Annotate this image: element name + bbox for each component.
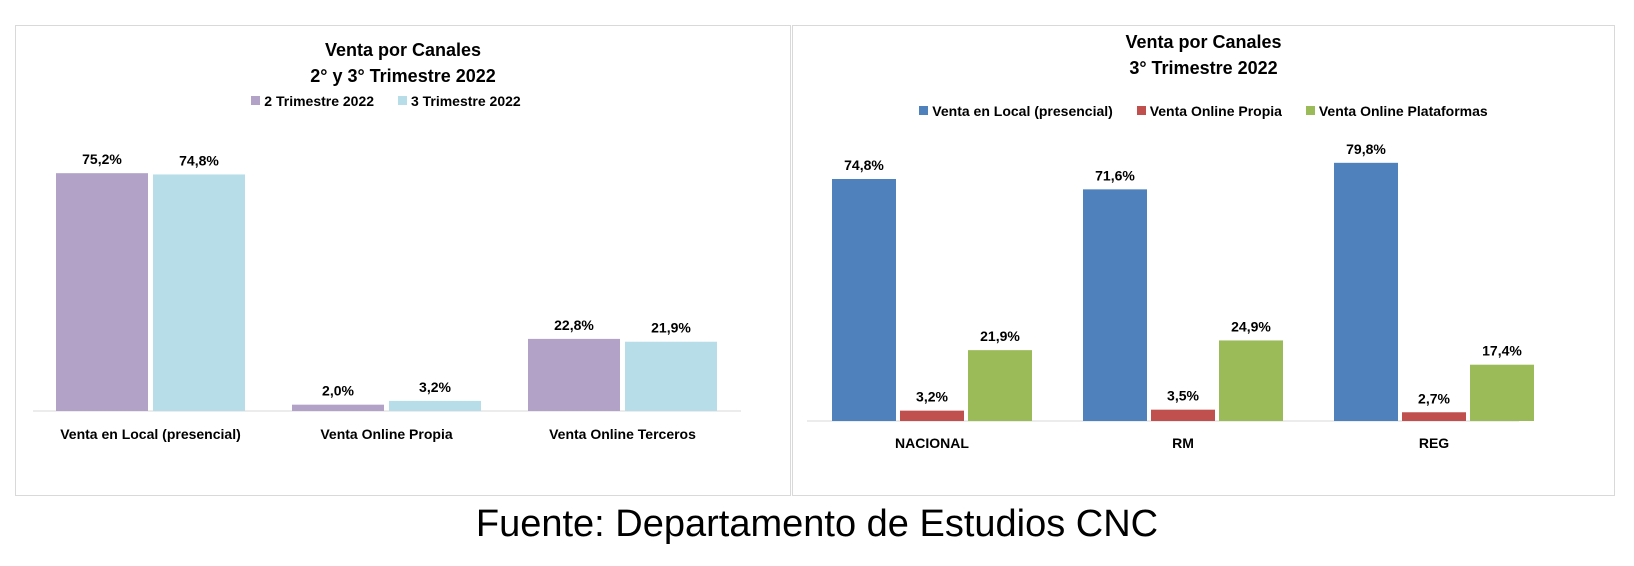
chart-panel-left: Venta por Canales 2° y 3° Trimestre 2022… bbox=[15, 25, 791, 496]
legend-swatch bbox=[1305, 106, 1315, 115]
bar bbox=[900, 410, 964, 421]
bar bbox=[1083, 189, 1147, 421]
data-label: 2,0% bbox=[322, 383, 354, 399]
legend-label: 2 Trimestre 2022 bbox=[264, 92, 375, 109]
data-label: 75,2% bbox=[82, 151, 122, 167]
data-label: 22,8% bbox=[554, 317, 594, 333]
data-label: 3,2% bbox=[916, 389, 948, 405]
legend-swatch bbox=[919, 106, 929, 115]
data-label: 21,9% bbox=[980, 328, 1020, 344]
chart-title-right: Venta por Canales 3° Trimestre 2022 bbox=[793, 29, 1614, 81]
legend-label: Venta en Local (presencial) bbox=[932, 102, 1113, 119]
x-tick-label: REG bbox=[1419, 435, 1449, 451]
legend-item: Venta Online Plataformas bbox=[1305, 102, 1488, 119]
legend-item: Venta Online Propia bbox=[1136, 102, 1282, 119]
legend-label: Venta Online Plataformas bbox=[1318, 102, 1488, 119]
data-label: 24,9% bbox=[1231, 318, 1271, 334]
x-tick-label: Venta Online Terceros bbox=[549, 426, 696, 442]
data-label: 74,8% bbox=[844, 157, 884, 173]
chart-panel-right: Venta por Canales 3° Trimestre 2022 Vent… bbox=[792, 25, 1615, 496]
legend-swatch bbox=[1136, 106, 1146, 115]
data-label: 17,4% bbox=[1482, 343, 1522, 359]
bar bbox=[1470, 364, 1534, 421]
legend-item: Venta en Local (presencial) bbox=[919, 103, 1113, 119]
bar bbox=[625, 341, 717, 411]
bar bbox=[56, 173, 148, 411]
chart-title-left: Venta por Canales 2° y 3° Trimestre 2022 bbox=[16, 37, 790, 89]
bar-chart-right: NACIONAL 74,8% 3,2% 21,9% RM 71,6% 3,5% 24,9% RE… bbox=[807, 141, 1534, 451]
legend-label: Venta Online Propia bbox=[1149, 102, 1282, 119]
chart-title-line-1: Venta por Canales bbox=[324, 40, 482, 60]
data-label: 3,5% bbox=[1167, 388, 1199, 404]
legend-label: 3 Trimestre 2022 bbox=[410, 92, 521, 109]
bar bbox=[389, 400, 481, 411]
x-tick-label: Venta Online Propia bbox=[320, 426, 452, 442]
bar bbox=[832, 179, 896, 421]
bar bbox=[1402, 412, 1466, 421]
source-caption: Fuente: Departamento de Estudios CNC bbox=[475, 503, 1159, 545]
bar bbox=[528, 338, 620, 411]
legend-left: 2 Trimestre 2022 3 Trimestre 2022 bbox=[0, 92, 790, 109]
bar-chart-left: Venta en Local (presencial) 75,2% 74,8% Ven… bbox=[33, 151, 741, 442]
bar bbox=[1334, 162, 1398, 421]
bar bbox=[1219, 340, 1283, 421]
chart-title-line-2: 2° y 3° Trimestre 2022 bbox=[310, 66, 496, 86]
legend-swatch bbox=[397, 96, 407, 105]
bar bbox=[968, 350, 1032, 421]
data-label: 71,6% bbox=[1095, 167, 1135, 183]
x-tick-label: RM bbox=[1172, 435, 1194, 451]
chart-title-line-1: Venta por Canales bbox=[1125, 32, 1282, 52]
data-label: 74,8% bbox=[179, 152, 219, 168]
x-tick-label: NACIONAL bbox=[895, 435, 969, 451]
legend-item: 2 Trimestre 2022 bbox=[251, 93, 374, 109]
data-label: 21,9% bbox=[651, 320, 691, 336]
legend-swatch bbox=[251, 96, 261, 105]
bar bbox=[1151, 409, 1215, 421]
data-label: 79,8% bbox=[1346, 141, 1386, 157]
bar bbox=[153, 174, 245, 411]
x-tick-label: Venta en Local (presencial) bbox=[60, 426, 241, 442]
legend-item: 3 Trimestre 2022 bbox=[397, 92, 521, 109]
bar bbox=[292, 404, 384, 411]
legend-right: Venta en Local (presencial) Venta Online… bbox=[793, 102, 1614, 119]
data-label: 2,7% bbox=[1418, 390, 1450, 406]
chart-title-line-2: 3° Trimestre 2022 bbox=[1129, 58, 1278, 78]
data-label: 3,2% bbox=[419, 379, 451, 395]
